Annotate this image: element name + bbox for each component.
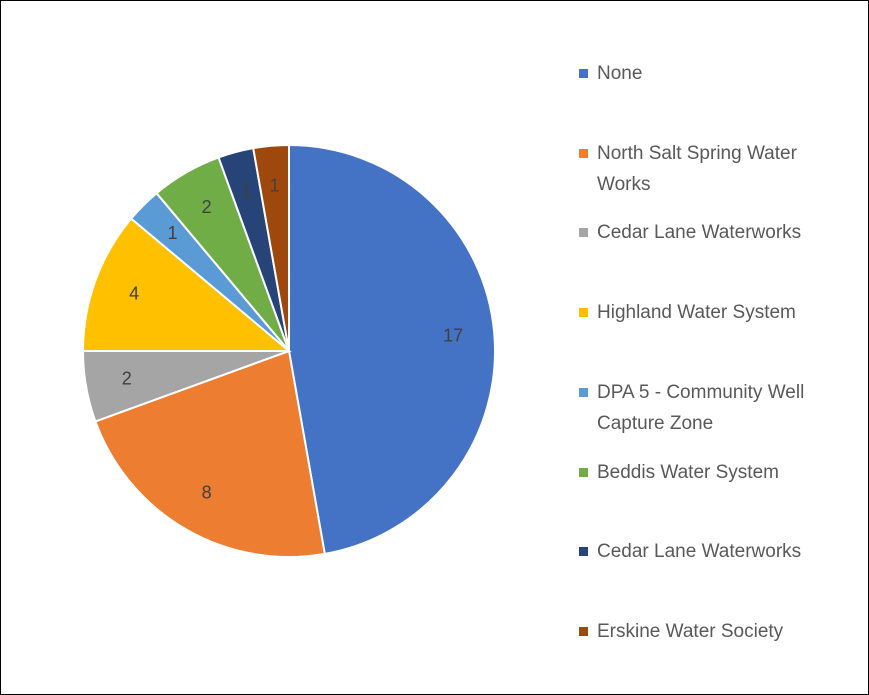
data-label: 2 [202, 197, 212, 217]
legend-swatch [579, 387, 588, 397]
legend-label: Cedar Lane Waterworks [597, 222, 802, 244]
legend-label: Erskine Water Society [597, 620, 784, 642]
legend-label: DPA 5 - Community Well Capture Zone [597, 381, 805, 434]
data-label: 17 [443, 325, 463, 345]
legend-swatch [579, 148, 588, 158]
legend-label: Beddis Water System [597, 461, 779, 483]
pie-slice [94, 349, 326, 558]
data-label: 8 [202, 482, 212, 502]
legend-swatch [579, 547, 588, 557]
data-label: 4 [129, 283, 139, 303]
data-label: 1 [241, 181, 251, 201]
pie-slice [81, 217, 292, 352]
legend-label: Cedar Lane Waterworks [597, 541, 802, 563]
legend-swatch [579, 308, 588, 318]
legend-swatch [579, 467, 588, 477]
legend-swatch [579, 69, 588, 78]
data-label: 2 [122, 368, 132, 388]
pie-slice [252, 143, 290, 352]
legend-label: Highland Water System [597, 302, 796, 324]
legend-swatch [579, 228, 588, 238]
legend-label: North Salt Spring Water Works [597, 142, 797, 195]
pie-slice [288, 143, 496, 556]
legend-label: None [597, 63, 643, 84]
legend-swatch [579, 626, 588, 636]
data-label: 1 [270, 176, 280, 196]
data-label: 1 [167, 223, 177, 243]
